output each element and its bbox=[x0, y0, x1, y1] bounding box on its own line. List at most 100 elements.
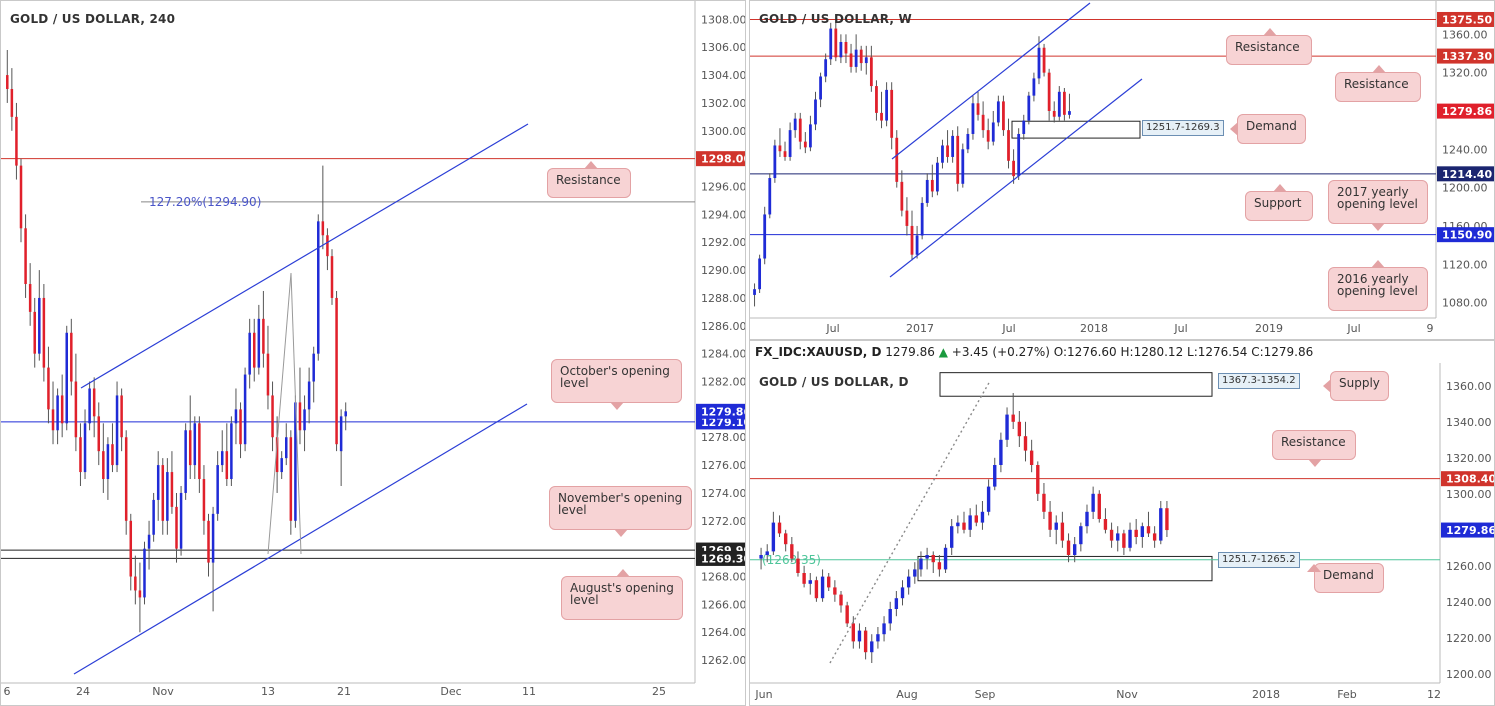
callout-arrow bbox=[1307, 564, 1321, 572]
y-tick-label: 1290.00 bbox=[701, 264, 746, 277]
candle-body bbox=[1165, 508, 1169, 531]
candle-body bbox=[968, 515, 972, 530]
candle-body bbox=[1128, 529, 1132, 548]
h4-chart-svg[interactable]: 1308.00 1306.00 1304.00 1302.00 1300.00 1298.… bbox=[1, 1, 746, 706]
candle-body bbox=[1042, 493, 1046, 512]
candle-body bbox=[919, 558, 923, 570]
x-tick-label: Jul bbox=[1173, 322, 1187, 335]
h4-fib-leg-2 bbox=[290, 272, 302, 555]
daily-demand-callout-label: Demand bbox=[1323, 568, 1374, 582]
candle-body bbox=[974, 515, 978, 523]
candle-body bbox=[1057, 91, 1061, 117]
current-price-label: 1279.86 bbox=[1442, 105, 1492, 118]
candle-body bbox=[900, 587, 905, 599]
daily-chart-svg[interactable]: 1360.001340.001320.001300.001280.001260.… bbox=[750, 341, 1495, 706]
candle-body bbox=[941, 145, 944, 163]
candle-body bbox=[915, 235, 919, 255]
candle-body bbox=[971, 103, 975, 134]
price-tag-label-yearly-2017: 1150.90 bbox=[1442, 229, 1492, 242]
candle-body bbox=[820, 576, 825, 599]
candle-body bbox=[913, 569, 917, 577]
callout-arrow bbox=[1371, 223, 1385, 231]
y-tick-label: 1120.00 bbox=[1442, 258, 1488, 271]
callout-arrow bbox=[1323, 379, 1331, 393]
candle-body bbox=[895, 137, 899, 182]
price-tag-resistance-1337 bbox=[1437, 48, 1494, 64]
weekly-chart-svg[interactable]: 1360.001320.001280.001240.001200.001160.… bbox=[750, 1, 1495, 340]
candle-body bbox=[70, 332, 73, 382]
candle-body bbox=[937, 562, 942, 570]
x-tick-label: Sep bbox=[975, 688, 996, 701]
candle-body bbox=[991, 122, 995, 142]
candle-body bbox=[758, 258, 762, 290]
callout-arrow bbox=[616, 569, 630, 577]
candle-body bbox=[819, 76, 822, 100]
weekly-resistance-callout-1: Resistance bbox=[1226, 28, 1312, 65]
candle-body bbox=[943, 547, 948, 570]
candle-body bbox=[243, 374, 247, 445]
candle-body bbox=[931, 555, 935, 563]
x-tick-label: 13 bbox=[261, 685, 275, 698]
candle-body bbox=[294, 402, 297, 521]
candle-body bbox=[854, 49, 858, 67]
candle-body bbox=[257, 318, 261, 368]
candle-body bbox=[894, 598, 899, 609]
y-tick-label: 1308.00 bbox=[701, 13, 746, 26]
yearly-2016-callout: 2016 yearly opening level bbox=[1328, 260, 1428, 311]
yearly-2016-callout-label: 2016 yearly opening level bbox=[1337, 272, 1418, 298]
y-tick-label: 1294.00 bbox=[701, 208, 746, 221]
low-value: 1276.54 bbox=[1197, 345, 1248, 359]
candle-body bbox=[239, 409, 242, 445]
candle-body bbox=[24, 228, 27, 285]
x-tick-label: Nov bbox=[1116, 688, 1138, 701]
callout-arrow bbox=[1372, 65, 1386, 73]
x-tick-label: Jul bbox=[1001, 322, 1015, 335]
candle-body bbox=[1085, 511, 1089, 527]
weekly-support-callout-label: Support bbox=[1254, 196, 1302, 210]
candle-body bbox=[188, 430, 192, 466]
candle-body bbox=[1054, 522, 1058, 530]
candle-body bbox=[864, 57, 868, 64]
weekly-chart-panel[interactable]: 1360.001320.001280.001240.001200.001160.… bbox=[749, 0, 1495, 340]
candle-body bbox=[1109, 529, 1114, 541]
candle-body bbox=[83, 423, 87, 473]
candle-body bbox=[1005, 414, 1009, 440]
candle-body bbox=[759, 555, 763, 559]
candle-body bbox=[839, 594, 843, 606]
candle-body bbox=[1029, 450, 1034, 465]
candle-body bbox=[1036, 465, 1040, 494]
candle-body bbox=[765, 551, 769, 555]
candle-body bbox=[1140, 526, 1145, 537]
x-tick-label: 24 bbox=[76, 685, 90, 698]
candle-body bbox=[859, 49, 863, 64]
callout-arrow bbox=[1230, 122, 1238, 136]
candle-body bbox=[38, 297, 41, 354]
current-price-label: 1279.86 bbox=[1446, 524, 1495, 537]
candle-body bbox=[1022, 120, 1026, 134]
price-tag-label-resistance-1337: 1337.30 bbox=[1442, 50, 1492, 63]
candle-body bbox=[307, 381, 311, 410]
candle-body bbox=[839, 41, 843, 58]
y-tick-label: 1302.00 bbox=[701, 97, 746, 110]
price-tag-resistance-1375 bbox=[1437, 11, 1494, 27]
x-tick-label: Jul bbox=[1346, 322, 1360, 335]
candle-body bbox=[956, 522, 960, 527]
h4-resistance-callout-label: Resistance bbox=[556, 173, 621, 187]
candle-body bbox=[193, 423, 197, 466]
candle-body bbox=[60, 395, 64, 424]
candle-body bbox=[1152, 533, 1157, 541]
y-tick-label: 1240.00 bbox=[1446, 596, 1492, 609]
price-tag-resistance-1308 bbox=[1441, 471, 1494, 487]
candle-body bbox=[951, 135, 955, 157]
candle-body bbox=[910, 225, 914, 255]
candle-body bbox=[790, 544, 794, 559]
candle-body bbox=[234, 409, 238, 424]
fib-label: 127.20%(1294.90) bbox=[149, 195, 261, 209]
y-tick-label: 1306.00 bbox=[701, 41, 746, 54]
candle-body bbox=[166, 472, 169, 521]
candle-body bbox=[824, 59, 828, 77]
y-tick-label: 1276.00 bbox=[701, 459, 746, 472]
candle-body bbox=[1134, 529, 1138, 537]
daily-chart-panel[interactable]: 1360.001340.001320.001300.001280.001260.… bbox=[749, 340, 1495, 706]
h4-chart-panel[interactable]: 1308.00 1306.00 1304.00 1302.00 1300.00 1298.… bbox=[0, 0, 746, 706]
